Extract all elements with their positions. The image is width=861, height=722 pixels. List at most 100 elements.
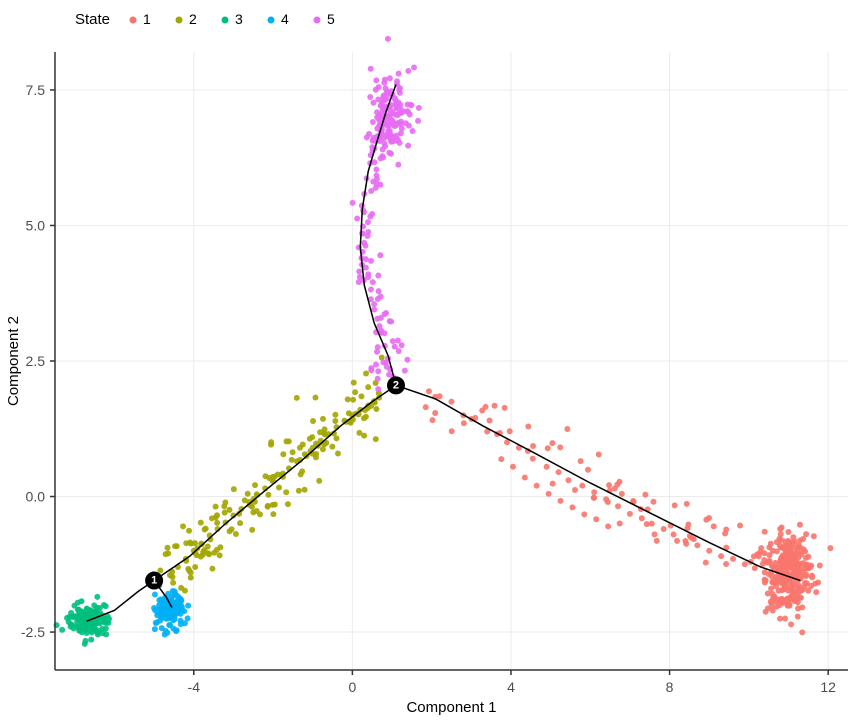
data-point	[569, 504, 575, 510]
data-point	[661, 526, 667, 532]
data-point	[483, 404, 489, 410]
data-point	[375, 368, 381, 374]
data-point	[392, 344, 398, 350]
data-point	[730, 556, 736, 562]
data-point	[799, 629, 805, 635]
x-tick-label: 12	[820, 679, 836, 695]
data-point	[794, 548, 800, 554]
data-point	[363, 414, 369, 420]
data-point	[449, 399, 455, 405]
data-point	[88, 637, 94, 643]
data-point	[703, 560, 709, 566]
data-point	[172, 591, 178, 597]
data-point	[268, 439, 274, 445]
data-point	[768, 541, 774, 547]
data-point	[371, 307, 377, 313]
y-tick-label: -2.5	[21, 624, 45, 640]
data-point	[172, 616, 178, 622]
data-point	[156, 597, 162, 603]
data-point	[388, 132, 394, 138]
data-point	[769, 579, 775, 585]
x-tick-label: -4	[188, 679, 201, 695]
data-point	[105, 620, 111, 626]
y-tick-label: 7.5	[26, 82, 46, 98]
data-point	[789, 587, 795, 593]
data-point	[82, 638, 88, 644]
data-point	[779, 581, 785, 587]
data-point	[365, 271, 371, 277]
data-point	[393, 123, 399, 129]
data-point	[461, 420, 467, 426]
data-point	[283, 489, 289, 495]
data-point	[381, 141, 387, 147]
data-point	[737, 523, 743, 529]
data-point	[370, 279, 376, 285]
data-point	[165, 545, 171, 551]
data-point	[350, 200, 356, 206]
data-point	[178, 621, 184, 627]
data-point	[345, 396, 351, 402]
data-point	[373, 87, 379, 93]
data-point	[276, 485, 282, 491]
data-point	[760, 561, 766, 567]
data-point	[371, 301, 377, 307]
data-point	[530, 456, 536, 462]
data-point	[395, 162, 401, 168]
data-point	[379, 99, 385, 105]
data-point	[406, 123, 412, 129]
data-point	[809, 574, 815, 580]
data-point	[373, 362, 379, 368]
data-point	[410, 128, 416, 134]
data-point	[723, 561, 729, 567]
data-point	[804, 580, 810, 586]
data-point	[363, 370, 369, 376]
data-point	[152, 607, 158, 613]
x-tick-label: 4	[507, 679, 515, 695]
data-point	[674, 538, 680, 544]
data-point	[185, 615, 191, 621]
data-point	[694, 542, 700, 548]
data-point	[780, 600, 786, 606]
data-point	[652, 531, 658, 537]
data-point	[411, 65, 417, 71]
data-point	[723, 526, 729, 532]
x-tick-label: 0	[348, 679, 356, 695]
data-point	[795, 613, 801, 619]
data-point	[375, 273, 381, 279]
data-point	[231, 486, 237, 492]
data-point	[432, 410, 438, 416]
data-point	[545, 445, 551, 451]
data-point	[245, 491, 251, 497]
data-point	[366, 131, 372, 137]
data-point	[373, 406, 379, 412]
legend-swatch	[314, 17, 321, 24]
data-point	[377, 252, 383, 258]
data-point	[221, 503, 227, 509]
chart-svg: 12-404812-2.50.02.55.07.5Component 1Comp…	[0, 0, 861, 717]
data-point	[398, 130, 404, 136]
data-point	[703, 517, 709, 523]
data-point	[186, 528, 192, 534]
data-point	[805, 588, 811, 594]
data-point	[756, 553, 762, 559]
data-point	[75, 607, 81, 613]
legend-label: 5	[327, 11, 335, 27]
data-point	[192, 564, 198, 570]
data-point	[405, 143, 411, 149]
data-point	[188, 541, 194, 547]
data-point	[86, 611, 92, 617]
data-point	[768, 599, 774, 605]
data-point	[394, 105, 400, 111]
data-point	[310, 418, 316, 424]
data-point	[591, 495, 597, 501]
data-point	[765, 605, 771, 611]
data-point	[596, 452, 602, 458]
data-point	[530, 443, 536, 449]
data-point	[791, 538, 797, 544]
data-point	[374, 172, 380, 178]
data-point	[426, 388, 432, 394]
data-point	[795, 605, 801, 611]
data-point	[334, 435, 340, 441]
data-point	[103, 631, 109, 637]
data-point	[307, 436, 313, 442]
